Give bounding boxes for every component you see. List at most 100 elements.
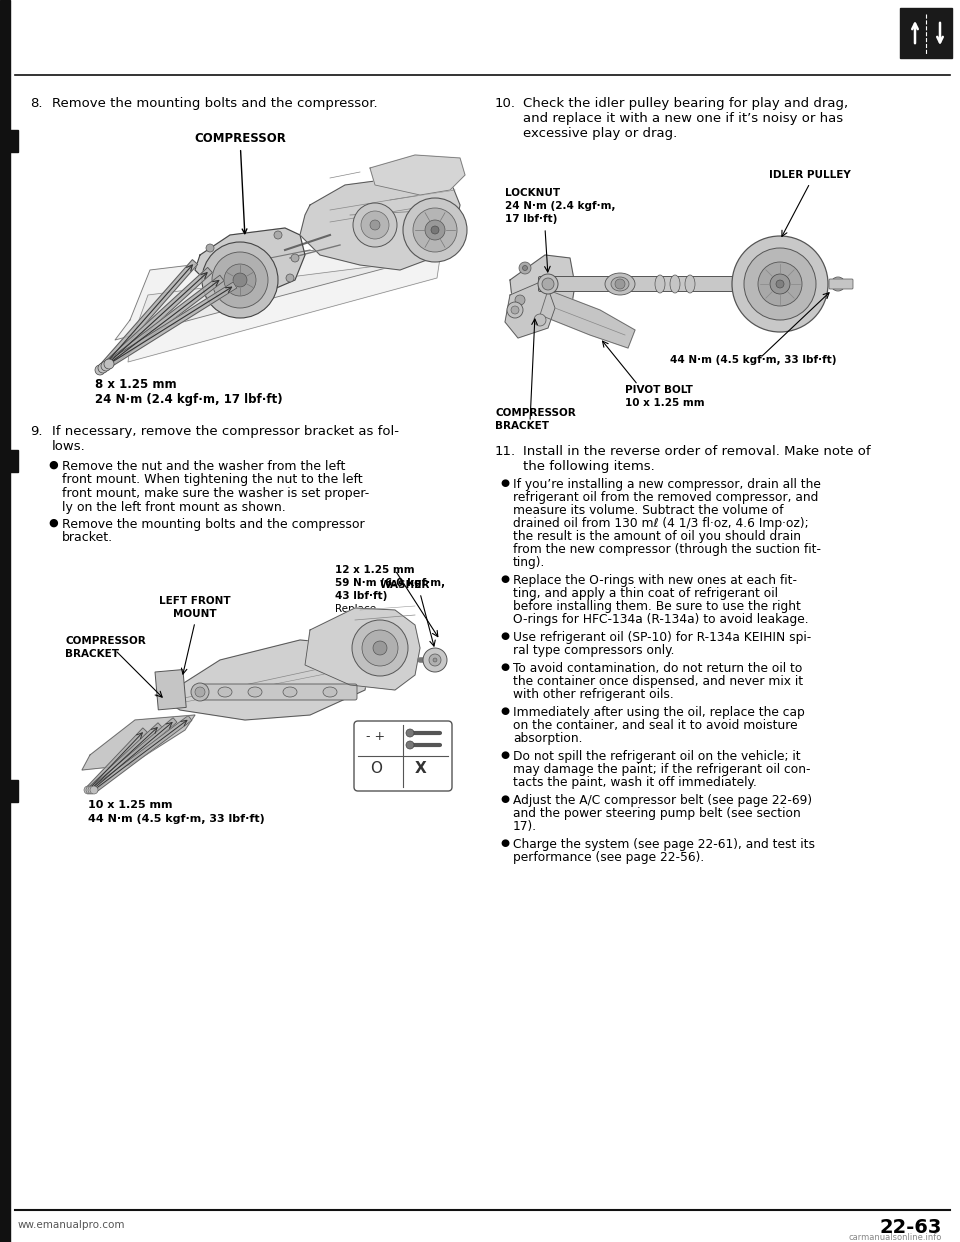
FancyBboxPatch shape bbox=[354, 722, 452, 791]
Circle shape bbox=[758, 262, 802, 306]
Text: Check the idler pulley bearing for play and drag,: Check the idler pulley bearing for play … bbox=[523, 97, 848, 111]
Text: 9.: 9. bbox=[30, 425, 42, 438]
Bar bbox=[0, 780, 18, 802]
Text: Immediately after using the oil, replace the cap: Immediately after using the oil, replace… bbox=[513, 705, 804, 719]
Circle shape bbox=[206, 243, 214, 252]
Text: O-rings for HFC-134a (R-134a) to avoid leakage.: O-rings for HFC-134a (R-134a) to avoid l… bbox=[513, 614, 808, 626]
Ellipse shape bbox=[670, 274, 680, 293]
Text: LOCKNUT: LOCKNUT bbox=[505, 188, 560, 197]
Text: WASHER: WASHER bbox=[380, 580, 430, 590]
Polygon shape bbox=[305, 609, 420, 691]
FancyBboxPatch shape bbox=[539, 277, 741, 292]
Ellipse shape bbox=[685, 274, 695, 293]
Text: ww.emanualpro.com: ww.emanualpro.com bbox=[18, 1220, 126, 1230]
Text: Do not spill the refrigerant oil on the vehicle; it: Do not spill the refrigerant oil on the … bbox=[513, 750, 801, 763]
Text: MOUNT: MOUNT bbox=[173, 609, 217, 619]
Circle shape bbox=[212, 252, 268, 308]
Ellipse shape bbox=[248, 687, 262, 697]
Circle shape bbox=[770, 274, 790, 294]
Polygon shape bbox=[128, 258, 440, 361]
Text: the following items.: the following items. bbox=[523, 460, 655, 473]
Circle shape bbox=[744, 248, 816, 320]
Circle shape bbox=[534, 314, 546, 325]
Text: with other refrigerant oils.: with other refrigerant oils. bbox=[513, 688, 674, 700]
Circle shape bbox=[195, 687, 205, 697]
Polygon shape bbox=[300, 175, 460, 270]
Text: refrigerant oil from the removed compressor, and: refrigerant oil from the removed compres… bbox=[513, 491, 818, 504]
Text: ●: ● bbox=[500, 794, 509, 804]
Text: BRACKET: BRACKET bbox=[65, 650, 119, 660]
Ellipse shape bbox=[611, 277, 629, 291]
Circle shape bbox=[191, 683, 209, 700]
Circle shape bbox=[413, 207, 457, 252]
Text: from the new compressor (through the suction fit-: from the new compressor (through the suc… bbox=[513, 543, 821, 556]
Text: 17).: 17). bbox=[513, 820, 538, 833]
Text: Replace.: Replace. bbox=[335, 604, 379, 614]
Polygon shape bbox=[505, 279, 555, 338]
Polygon shape bbox=[195, 229, 305, 296]
Text: COMPRESSOR: COMPRESSOR bbox=[194, 132, 286, 233]
Text: If necessary, remove the compressor bracket as fol-: If necessary, remove the compressor brac… bbox=[52, 425, 399, 438]
Text: COMPRESSOR: COMPRESSOR bbox=[65, 636, 146, 646]
Polygon shape bbox=[370, 155, 465, 195]
Circle shape bbox=[776, 279, 784, 288]
Polygon shape bbox=[101, 267, 212, 370]
Text: 17 lbf·ft): 17 lbf·ft) bbox=[505, 214, 558, 224]
Text: ●: ● bbox=[500, 750, 509, 760]
Circle shape bbox=[291, 255, 299, 262]
Circle shape bbox=[101, 361, 111, 371]
Circle shape bbox=[95, 365, 105, 375]
Text: ●: ● bbox=[500, 705, 509, 715]
Polygon shape bbox=[97, 260, 198, 373]
Text: 59 N·m (6.0 kgf·m,: 59 N·m (6.0 kgf·m, bbox=[335, 578, 445, 587]
Text: drained oil from 130 mℓ (4 1/3 fl·oz, 4.6 Imp·oz);: drained oil from 130 mℓ (4 1/3 fl·oz, 4.… bbox=[513, 517, 808, 530]
Text: lows.: lows. bbox=[52, 440, 85, 453]
Ellipse shape bbox=[655, 274, 665, 293]
Polygon shape bbox=[92, 715, 192, 792]
Text: 24 N·m (2.4 kgf·m,: 24 N·m (2.4 kgf·m, bbox=[505, 201, 615, 211]
Text: 8 x 1.25 mm: 8 x 1.25 mm bbox=[95, 378, 177, 391]
Text: bracket.: bracket. bbox=[62, 532, 113, 544]
Text: COMPRESSOR: COMPRESSOR bbox=[495, 409, 576, 419]
Text: ●: ● bbox=[48, 518, 58, 528]
Text: BRACKET: BRACKET bbox=[495, 421, 549, 431]
Text: Remove the nut and the washer from the left: Remove the nut and the washer from the l… bbox=[62, 460, 346, 473]
Text: 10 x 1.25 mm: 10 x 1.25 mm bbox=[625, 397, 705, 409]
Text: 44 N·m (4.5 kgf·m, 33 lbf·ft): 44 N·m (4.5 kgf·m, 33 lbf·ft) bbox=[88, 814, 265, 823]
Text: LEFT FRONT: LEFT FRONT bbox=[159, 596, 230, 606]
Text: the container once dispensed, and never mix it: the container once dispensed, and never … bbox=[513, 674, 804, 688]
Text: before installing them. Be sure to use the right: before installing them. Be sure to use t… bbox=[513, 600, 801, 614]
Circle shape bbox=[425, 220, 445, 240]
Text: and replace it with a new one if it’s noisy or has: and replace it with a new one if it’s no… bbox=[523, 112, 843, 125]
Circle shape bbox=[224, 265, 256, 296]
Circle shape bbox=[538, 274, 558, 294]
Circle shape bbox=[98, 363, 108, 373]
Circle shape bbox=[431, 226, 439, 233]
Text: To avoid contamination, do not return the oil to: To avoid contamination, do not return th… bbox=[513, 662, 803, 674]
Text: on the container, and seal it to avoid moisture: on the container, and seal it to avoid m… bbox=[513, 719, 798, 732]
Text: Install in the reverse order of removal. Make note of: Install in the reverse order of removal.… bbox=[523, 445, 871, 458]
Text: O: O bbox=[370, 761, 382, 776]
Circle shape bbox=[86, 786, 94, 794]
Bar bbox=[0, 450, 18, 472]
Text: IDLER PULLEY: IDLER PULLEY bbox=[769, 170, 851, 180]
Circle shape bbox=[406, 729, 414, 737]
Polygon shape bbox=[540, 289, 635, 348]
Polygon shape bbox=[90, 718, 177, 792]
Text: 43 lbf·ft): 43 lbf·ft) bbox=[335, 591, 388, 601]
Circle shape bbox=[362, 630, 398, 666]
Circle shape bbox=[732, 236, 828, 332]
Text: Remove the mounting bolts and the compressor.: Remove the mounting bolts and the compre… bbox=[52, 97, 377, 111]
Text: - +: - + bbox=[366, 730, 385, 743]
Circle shape bbox=[542, 278, 554, 289]
Circle shape bbox=[286, 274, 294, 282]
Text: tacts the paint, wash it off immediately.: tacts the paint, wash it off immediately… bbox=[513, 776, 756, 789]
Circle shape bbox=[202, 242, 278, 318]
Text: and the power steering pump belt (see section: and the power steering pump belt (see se… bbox=[513, 807, 801, 820]
Text: ting, and apply a thin coat of refrigerant oil: ting, and apply a thin coat of refrigera… bbox=[513, 587, 778, 600]
Text: the result is the amount of oil you should drain: the result is the amount of oil you shou… bbox=[513, 530, 801, 543]
Text: may damage the paint; if the refrigerant oil con-: may damage the paint; if the refrigerant… bbox=[513, 763, 810, 776]
Circle shape bbox=[831, 277, 845, 291]
Circle shape bbox=[615, 279, 625, 289]
Text: measure its volume. Subtract the volume of: measure its volume. Subtract the volume … bbox=[513, 504, 783, 517]
